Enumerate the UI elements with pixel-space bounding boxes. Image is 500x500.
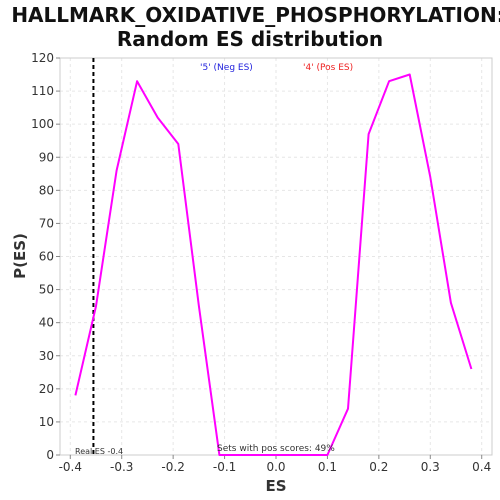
axis-ticks: 0 10 20 30 40 50 60 70 80 90 100 110 120 -0.4 -0.3 -0.2… <box>31 51 491 474</box>
es-distribution-line <box>74 73 473 456</box>
x-tick-label: 0.1 <box>318 460 337 474</box>
chart-title-line2: Random ES distribution <box>117 27 383 51</box>
real-es-label: Real ES -0.4 <box>75 447 123 456</box>
y-tick-label: 60 <box>39 250 54 264</box>
y-axis-title: P(ES) <box>11 233 29 279</box>
y-tick-label: 70 <box>39 216 54 230</box>
pos-scores-label: Sets with pos scores: 49% <box>217 444 335 454</box>
y-tick-label: 20 <box>39 382 54 396</box>
x-tick-label: 0.4 <box>472 460 491 474</box>
y-tick-label: 110 <box>31 84 54 98</box>
y-tick-label: 120 <box>31 51 54 65</box>
x-tick-label: 0.3 <box>421 460 440 474</box>
x-tick-label: -0.2 <box>161 460 184 474</box>
grid <box>60 57 492 456</box>
x-tick-label: 0.2 <box>369 460 388 474</box>
x-tick-label: -0.4 <box>59 460 82 474</box>
x-tick-label: -0.1 <box>213 460 236 474</box>
x-tick-label: 0.0 <box>266 460 285 474</box>
y-tick-label: 50 <box>39 283 54 297</box>
y-tick-label: 90 <box>39 150 54 164</box>
legend-pos-es: '4' (Pos ES) <box>303 63 353 73</box>
y-tick-label: 0 <box>46 448 54 462</box>
y-tick-label: 10 <box>39 415 54 429</box>
x-axis-title: ES <box>265 477 286 495</box>
x-tick-label: -0.3 <box>110 460 133 474</box>
y-tick-label: 100 <box>31 117 54 131</box>
y-tick-label: 40 <box>39 316 54 330</box>
y-tick-label: 30 <box>39 349 54 363</box>
y-tick-label: 80 <box>39 183 54 197</box>
chart-title-line1: HALLMARK_OXIDATIVE_PHOSPHORYLATION: <box>11 3 500 27</box>
legend-neg-es: '5' (Neg ES) <box>200 63 253 73</box>
series-layer <box>74 58 473 456</box>
